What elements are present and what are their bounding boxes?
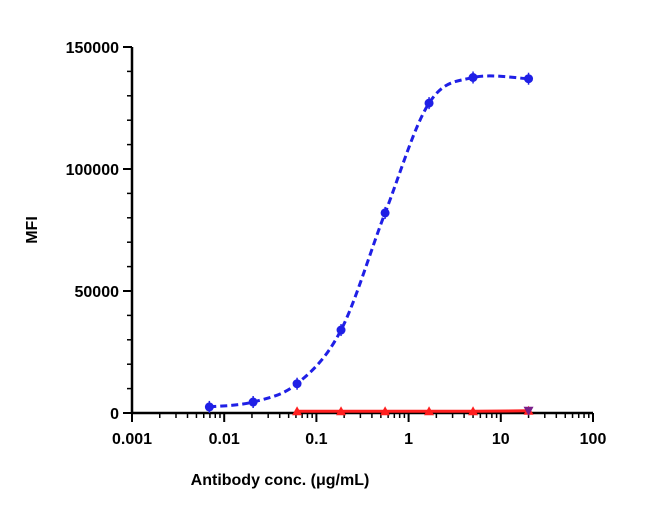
data-point — [468, 406, 479, 416]
overlap-marker — [523, 406, 534, 416]
data-point — [524, 74, 534, 84]
x-tick-label: 0.01 — [209, 431, 240, 448]
y-tick-label: 0 — [110, 406, 119, 423]
data-point — [424, 98, 434, 108]
data-point — [424, 406, 435, 416]
data-point — [204, 402, 214, 412]
y-axis-title: MFI — [24, 216, 41, 244]
y-tick-label: 50000 — [75, 284, 120, 301]
data-point — [248, 397, 258, 407]
x-tick-label: 10 — [492, 431, 510, 448]
data-point — [336, 406, 347, 416]
data-point — [336, 325, 346, 335]
y-tick-label: 100000 — [66, 162, 119, 179]
data-point — [380, 406, 391, 416]
series-layer — [204, 71, 534, 416]
x-axis-title: Antibody conc. (μg/mL) — [191, 472, 370, 489]
x-tick-label: 0.001 — [112, 431, 152, 448]
x-tick-label: 100 — [580, 431, 607, 448]
data-point — [380, 208, 390, 218]
data-point — [292, 406, 303, 416]
y-tick-label: 150000 — [66, 40, 119, 57]
series-0 — [204, 71, 534, 413]
data-point — [468, 73, 478, 82]
x-tick-label: 1 — [404, 431, 413, 448]
axes: 0.001 0.01 0.1 1 10 100 0 50000 100000 150000 — [66, 40, 607, 448]
series-0-line — [209, 74, 529, 409]
data-point — [292, 379, 302, 389]
x-tick-label: 0.1 — [305, 431, 327, 448]
